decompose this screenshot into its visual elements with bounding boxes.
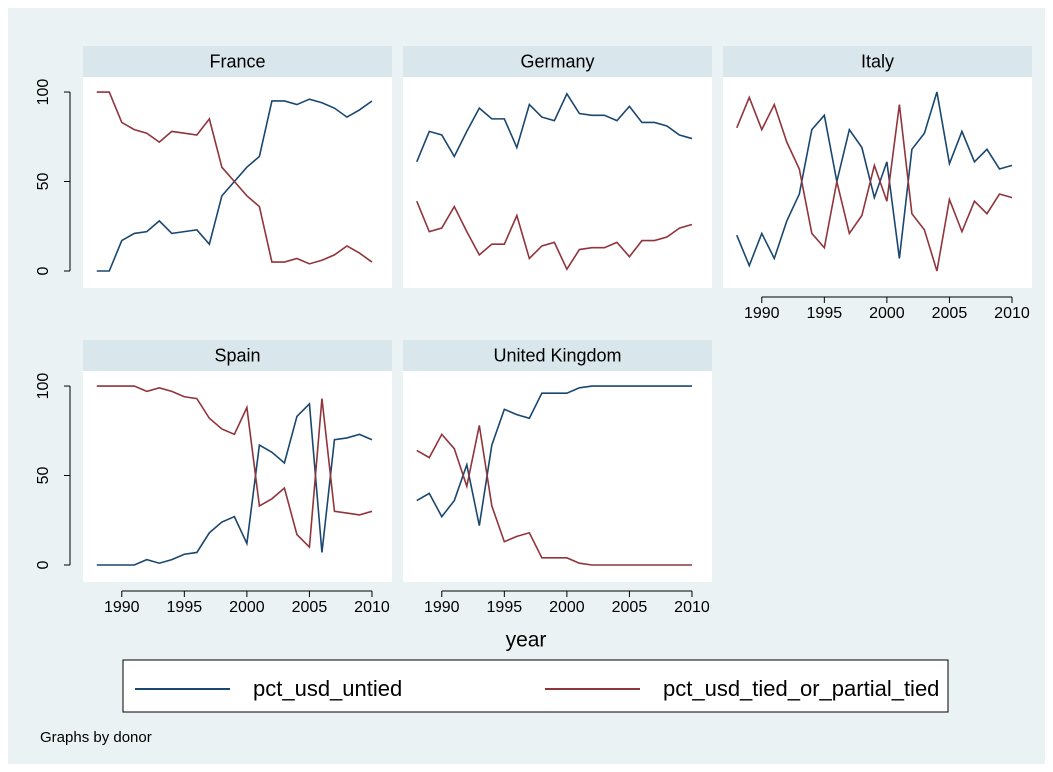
x-tick-label: 2010 bbox=[994, 305, 1030, 322]
series-line bbox=[736, 91, 1013, 268]
series-line bbox=[96, 91, 373, 265]
legend-label: pct_usd_tied_or_partial_tied bbox=[663, 676, 939, 701]
x-tick-label: 1995 bbox=[487, 599, 523, 616]
strip bbox=[723, 46, 1032, 77]
x-tick-label: 2010 bbox=[674, 599, 710, 616]
x-tick-label: 2005 bbox=[932, 305, 968, 322]
x-tick-label: 2010 bbox=[354, 599, 390, 616]
y-tick-label: 0 bbox=[35, 560, 52, 569]
series-line bbox=[736, 95, 1013, 272]
x-tick-label: 1995 bbox=[167, 599, 203, 616]
legend bbox=[122, 659, 949, 713]
plot-area bbox=[403, 371, 712, 582]
x-tick-label: 1990 bbox=[744, 305, 780, 322]
y-tick-label: 0 bbox=[35, 266, 52, 275]
legend-label: pct_usd_untied bbox=[253, 676, 402, 701]
strip bbox=[403, 46, 712, 77]
series-line bbox=[416, 385, 692, 526]
x-tick-label: 1995 bbox=[807, 305, 843, 322]
series-line bbox=[416, 200, 693, 271]
y-tick-label: 50 bbox=[35, 467, 52, 485]
series-line bbox=[96, 385, 373, 549]
x-tick-label: 1990 bbox=[104, 599, 140, 616]
x-tick-label: 2000 bbox=[869, 305, 905, 322]
strip bbox=[83, 46, 392, 77]
plot-area bbox=[83, 371, 392, 582]
y-tick-label: 50 bbox=[35, 173, 52, 191]
x-tick-label: 2005 bbox=[292, 599, 328, 616]
panel-title: Spain bbox=[214, 345, 260, 365]
strip bbox=[403, 340, 712, 371]
plot-area bbox=[403, 77, 712, 288]
x-tick-label: 2000 bbox=[549, 599, 585, 616]
panel-title: United Kingdom bbox=[493, 345, 621, 365]
plot-area bbox=[83, 77, 392, 288]
series-line bbox=[416, 92, 693, 163]
note: Graphs by donor bbox=[40, 729, 152, 746]
panel-title: Italy bbox=[861, 51, 894, 71]
x-axis-title: year bbox=[506, 629, 547, 652]
x-tick-label: 1990 bbox=[424, 599, 460, 616]
strip bbox=[83, 340, 392, 371]
y-tick-label: 100 bbox=[35, 373, 52, 400]
panel-title: France bbox=[209, 51, 265, 71]
series-line bbox=[416, 425, 692, 566]
x-tick-label: 2005 bbox=[612, 599, 648, 616]
panel-title: Germany bbox=[520, 51, 594, 71]
series-line bbox=[96, 402, 373, 566]
x-tick-label: 2000 bbox=[229, 599, 265, 616]
y-tick-label: 100 bbox=[35, 79, 52, 106]
plot-area bbox=[723, 77, 1032, 288]
